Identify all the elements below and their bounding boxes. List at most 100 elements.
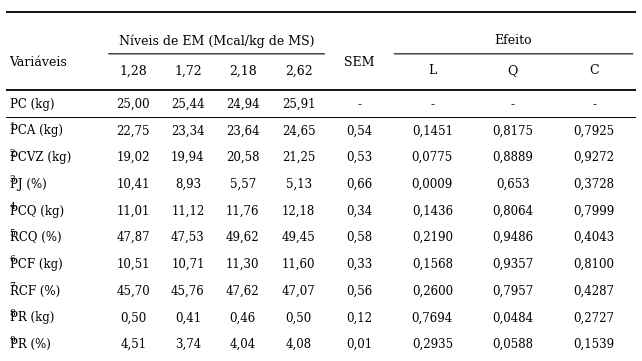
Text: 0,33: 0,33	[346, 258, 372, 271]
Text: 5,13: 5,13	[286, 178, 312, 191]
Text: 0,8100: 0,8100	[573, 258, 614, 271]
Text: 10,71: 10,71	[171, 258, 205, 271]
Text: 0,1436: 0,1436	[412, 205, 453, 218]
Text: 8: 8	[10, 309, 15, 318]
Text: L: L	[428, 64, 437, 77]
Text: 49,45: 49,45	[282, 231, 315, 244]
Text: PCF (kg): PCF (kg)	[10, 258, 62, 271]
Text: 0,41: 0,41	[175, 311, 201, 325]
Text: 0,12: 0,12	[347, 311, 372, 325]
Text: 9: 9	[10, 336, 15, 344]
Text: 0,0009: 0,0009	[412, 178, 453, 191]
Text: -: -	[592, 98, 596, 111]
Text: 0,7925: 0,7925	[573, 125, 614, 138]
Text: 21,25: 21,25	[282, 151, 315, 164]
Text: 2: 2	[10, 149, 15, 158]
Text: 25,00: 25,00	[116, 98, 150, 111]
Text: PC (kg): PC (kg)	[10, 98, 54, 111]
Text: 0,9357: 0,9357	[492, 258, 534, 271]
Text: 0,0775: 0,0775	[412, 151, 453, 164]
Text: 0,7999: 0,7999	[573, 205, 614, 218]
Text: RCF (%)7: RCF (%)7	[10, 284, 64, 298]
Text: 22,75: 22,75	[116, 125, 150, 138]
Text: 0,8175: 0,8175	[492, 125, 534, 138]
Text: 0,56: 0,56	[346, 284, 372, 298]
Text: 6: 6	[10, 256, 15, 265]
Text: 20,58: 20,58	[226, 151, 259, 164]
Text: 0,7694: 0,7694	[412, 311, 453, 325]
Text: 23,64: 23,64	[226, 125, 259, 138]
Text: 24,94: 24,94	[226, 98, 259, 111]
Text: 0,53: 0,53	[346, 151, 372, 164]
Text: 0,54: 0,54	[346, 125, 372, 138]
Text: -: -	[430, 98, 435, 111]
Text: 47,07: 47,07	[282, 284, 315, 298]
Text: 0,8889: 0,8889	[492, 151, 534, 164]
Text: PCA (kg): PCA (kg)	[10, 125, 62, 138]
Text: 45,76: 45,76	[171, 284, 205, 298]
Text: PR (kg): PR (kg)	[10, 311, 54, 325]
Text: Efeito: Efeito	[495, 34, 532, 47]
Text: 2,18: 2,18	[229, 64, 257, 77]
Text: 0,8064: 0,8064	[492, 205, 534, 218]
Text: -: -	[511, 98, 515, 111]
Text: PCA (kg)1: PCA (kg)1	[10, 125, 67, 138]
Text: 10,41: 10,41	[116, 178, 150, 191]
Text: RCF (%): RCF (%)	[10, 284, 60, 298]
Text: 45,70: 45,70	[116, 284, 150, 298]
Text: 3,74: 3,74	[175, 338, 201, 351]
Text: 0,1451: 0,1451	[412, 125, 453, 138]
Text: 5: 5	[10, 229, 15, 238]
Text: 0,3728: 0,3728	[573, 178, 614, 191]
Text: PR (kg)8: PR (kg)8	[10, 311, 60, 325]
Text: 12,18: 12,18	[282, 205, 315, 218]
Text: 25,91: 25,91	[282, 98, 315, 111]
Text: PR (%): PR (%)	[10, 338, 51, 351]
Text: 0,2935: 0,2935	[412, 338, 453, 351]
Text: 0,9272: 0,9272	[573, 151, 614, 164]
Text: 19,94: 19,94	[171, 151, 205, 164]
Text: 0,4287: 0,4287	[573, 284, 614, 298]
Text: 0,01: 0,01	[346, 338, 372, 351]
Text: 10,51: 10,51	[116, 258, 150, 271]
Text: 19,02: 19,02	[116, 151, 150, 164]
Text: 0,7957: 0,7957	[492, 284, 534, 298]
Text: 0,58: 0,58	[346, 231, 372, 244]
Text: 0,2600: 0,2600	[412, 284, 453, 298]
Text: 8,93: 8,93	[175, 178, 201, 191]
Text: 2,62: 2,62	[285, 64, 313, 77]
Text: 11,30: 11,30	[226, 258, 259, 271]
Text: 24,65: 24,65	[282, 125, 315, 138]
Text: 47,53: 47,53	[171, 231, 205, 244]
Text: PCQ (kg)4: PCQ (kg)4	[10, 205, 69, 218]
Text: 23,34: 23,34	[171, 125, 205, 138]
Text: 1,72: 1,72	[174, 64, 202, 77]
Text: 11,01: 11,01	[116, 205, 150, 218]
Text: 0,66: 0,66	[346, 178, 372, 191]
Text: 0,653: 0,653	[496, 178, 530, 191]
Text: 0,2190: 0,2190	[412, 231, 453, 244]
Text: Níveis de EM (Mcal/kg de MS): Níveis de EM (Mcal/kg de MS)	[119, 34, 315, 48]
Text: RCQ (%): RCQ (%)	[10, 231, 61, 244]
Text: 0,2727: 0,2727	[573, 311, 614, 325]
Text: 1,28: 1,28	[119, 64, 147, 77]
Text: Variáveis: Variáveis	[10, 56, 67, 69]
Text: 0,46: 0,46	[230, 311, 256, 325]
Text: 25,44: 25,44	[171, 98, 205, 111]
Text: 1: 1	[10, 122, 15, 131]
Text: 11,60: 11,60	[282, 258, 315, 271]
Text: PJ (%)3: PJ (%)3	[10, 178, 51, 191]
Text: 4: 4	[10, 202, 15, 211]
Text: 0,34: 0,34	[346, 205, 372, 218]
Text: 47,62: 47,62	[226, 284, 259, 298]
Text: PCVZ (kg)2: PCVZ (kg)2	[10, 151, 76, 164]
Text: 0,4043: 0,4043	[573, 231, 614, 244]
Text: 4,51: 4,51	[120, 338, 146, 351]
Text: 0,1568: 0,1568	[412, 258, 453, 271]
Text: 4,04: 4,04	[230, 338, 256, 351]
Text: PCF (kg)6: PCF (kg)6	[10, 258, 66, 271]
Text: PCQ (kg): PCQ (kg)	[10, 205, 64, 218]
Text: 47,87: 47,87	[116, 231, 150, 244]
Text: PR (%)9: PR (%)9	[10, 338, 56, 351]
Text: -: -	[358, 98, 361, 111]
